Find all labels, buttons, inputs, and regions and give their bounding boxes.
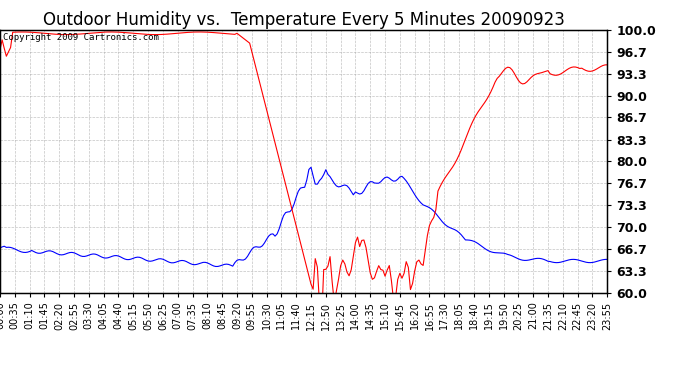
Text: Outdoor Humidity vs.  Temperature Every 5 Minutes 20090923: Outdoor Humidity vs. Temperature Every 5… [43,11,564,29]
Text: Copyright 2009 Cartronics.com: Copyright 2009 Cartronics.com [3,33,159,42]
